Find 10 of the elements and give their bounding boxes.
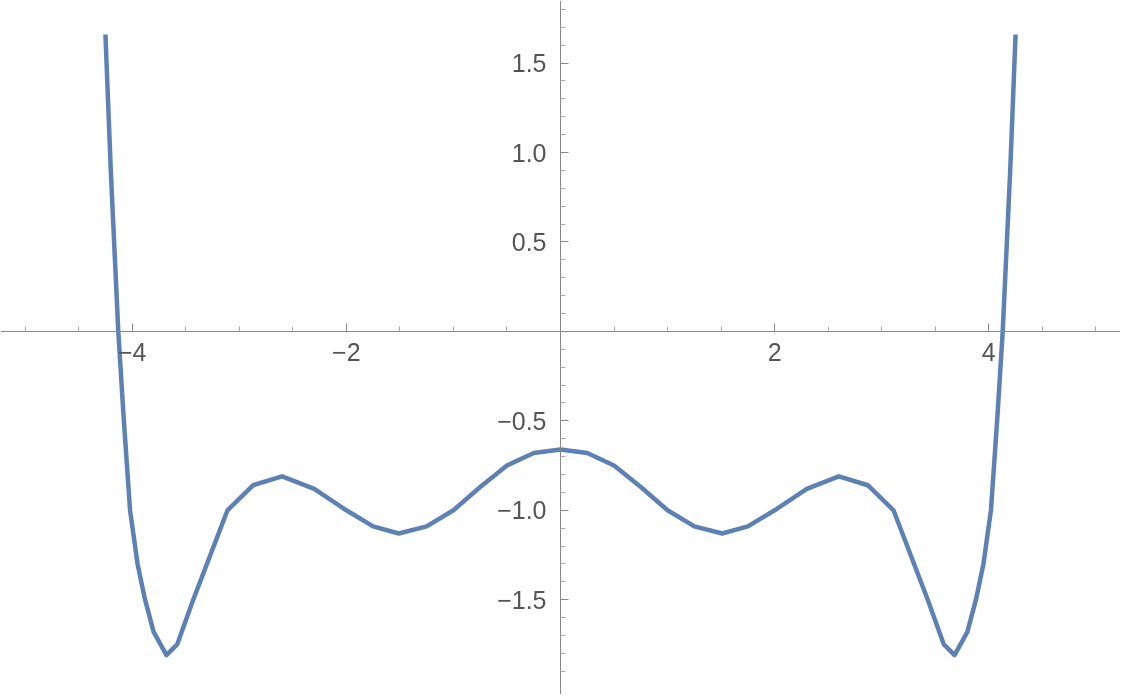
x-tick-label: 4 <box>981 338 996 367</box>
x-tick-label: −2 <box>332 338 361 367</box>
y-tick-label: −1.0 <box>497 496 547 525</box>
y-tick-label: 1.5 <box>511 49 547 78</box>
x-tick-label: 2 <box>767 338 782 367</box>
y-tick-label: −0.5 <box>497 406 547 435</box>
line-series <box>103 32 1018 658</box>
y-tick-label: −1.5 <box>497 585 547 614</box>
y-tick-label: 0.5 <box>511 227 547 256</box>
y-tick-label: 1.0 <box>511 138 547 167</box>
